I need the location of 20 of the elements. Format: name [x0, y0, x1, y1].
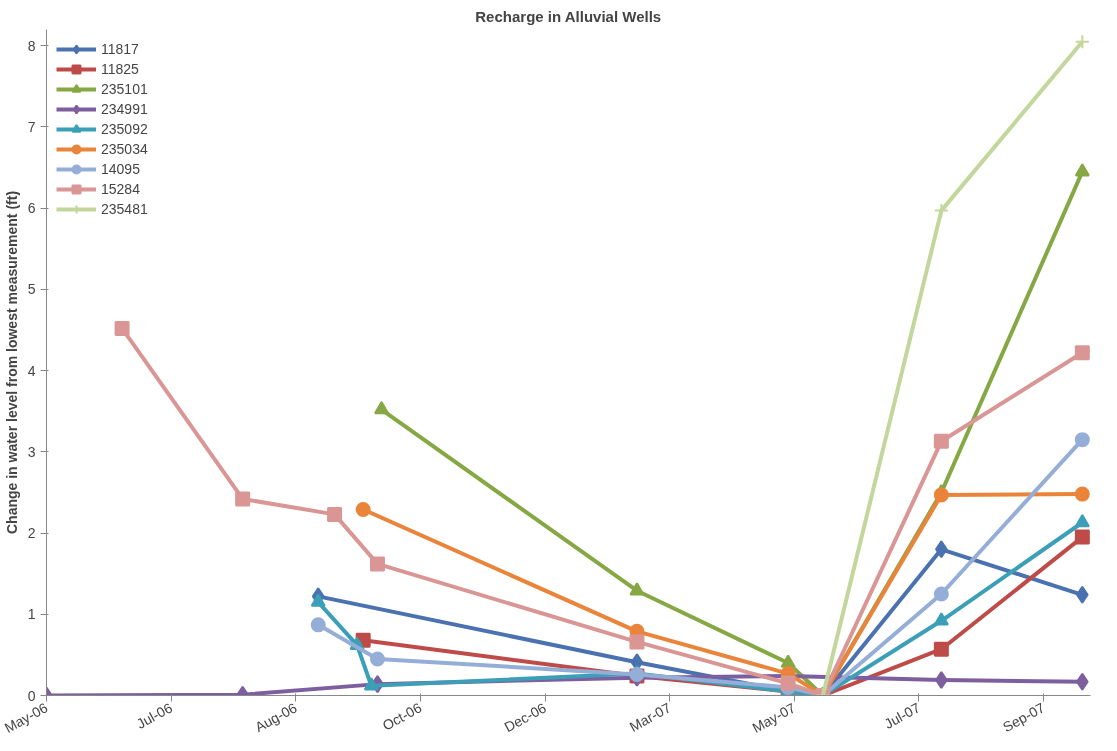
legend-label: 234991 [101, 101, 148, 117]
legend-label: 235092 [101, 121, 148, 137]
y-tick-label: 5 [27, 281, 36, 298]
y-axis-title: Change in water level from lowest measurement (ft) [3, 190, 20, 535]
y-tick-label: 2 [27, 525, 36, 542]
legend-label: 11825 [101, 61, 139, 77]
y-tick-label: 4 [27, 362, 36, 379]
y-tick-label: 6 [27, 200, 36, 217]
legend-label: 235481 [101, 201, 148, 217]
y-tick-label: 3 [27, 443, 36, 460]
chart-title: Recharge in Alluvial Wells [475, 7, 662, 25]
y-tick-label: 7 [27, 118, 36, 135]
legend-label: 235034 [101, 141, 148, 157]
legend-label: 15284 [101, 181, 140, 197]
legend-label: 14095 [101, 161, 140, 177]
y-tick-label: 0 [27, 687, 36, 704]
y-tick-label: 1 [27, 606, 36, 623]
legend-label: 235101 [101, 81, 148, 97]
y-tick-label: 8 [27, 37, 36, 54]
legend-label: 11817 [101, 41, 139, 57]
